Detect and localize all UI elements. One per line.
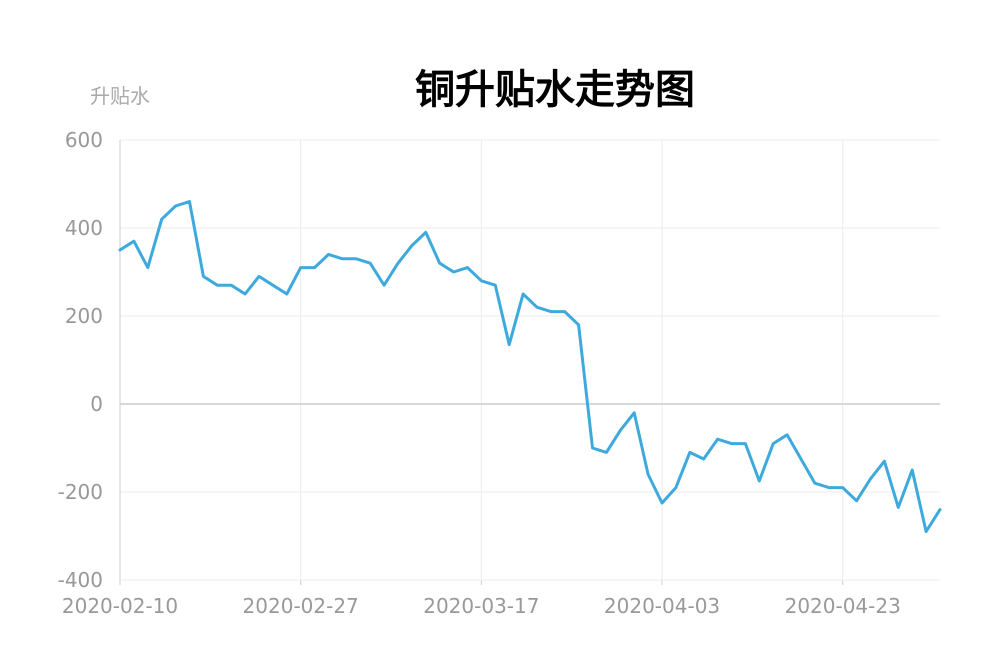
data-point <box>869 477 872 480</box>
x-tick-label: 2020-02-27 <box>243 594 359 618</box>
data-point <box>383 284 386 287</box>
data-point <box>716 438 719 441</box>
data-point <box>730 442 733 445</box>
grid-layer <box>119 139 940 581</box>
data-point <box>841 486 844 489</box>
series-line <box>118 200 942 534</box>
data-point <box>146 266 149 269</box>
x-tick-label: 2020-04-23 <box>785 594 901 618</box>
data-point <box>160 218 163 221</box>
data-point <box>925 530 928 533</box>
y-tick-label: 400 <box>65 216 103 240</box>
data-point <box>452 271 455 274</box>
data-point <box>202 275 205 278</box>
data-point <box>257 275 260 278</box>
data-point <box>772 442 775 445</box>
x-tick-label: 2020-03-17 <box>423 594 539 618</box>
data-point <box>855 499 858 502</box>
data-point <box>132 240 135 243</box>
x-tick-label: 2020-02-10 <box>62 594 178 618</box>
data-point <box>466 266 469 269</box>
data-point <box>563 310 566 313</box>
data-point <box>897 506 900 509</box>
data-point <box>911 469 914 472</box>
data-point <box>494 284 497 287</box>
y-tick-label: 200 <box>65 304 103 328</box>
data-point <box>883 460 886 463</box>
data-point <box>424 231 427 234</box>
data-point <box>341 257 344 260</box>
data-point <box>633 411 636 414</box>
data-point <box>355 257 358 260</box>
data-point <box>508 343 511 346</box>
data-point <box>661 502 664 505</box>
series-layer <box>118 200 942 534</box>
data-point <box>939 508 942 511</box>
y-tick-label: -400 <box>58 568 103 592</box>
data-point <box>271 284 274 287</box>
data-point <box>786 433 789 436</box>
data-point <box>119 249 122 252</box>
data-point <box>702 458 705 461</box>
data-point <box>605 451 608 454</box>
y-tick-label: 600 <box>65 128 103 152</box>
data-point <box>591 447 594 450</box>
data-point <box>285 293 288 296</box>
data-point <box>577 323 580 326</box>
data-point <box>813 482 816 485</box>
data-point <box>369 262 372 265</box>
data-point <box>188 200 191 203</box>
data-point <box>744 442 747 445</box>
data-point <box>535 306 538 309</box>
data-point <box>244 293 247 296</box>
data-point <box>216 284 219 287</box>
data-point <box>619 429 622 432</box>
data-point <box>174 205 177 208</box>
data-point <box>758 480 761 483</box>
data-point <box>674 486 677 489</box>
data-point <box>800 458 803 461</box>
data-point <box>410 244 413 247</box>
chart-title: 铜升贴水走势图 <box>415 67 695 113</box>
data-point <box>549 310 552 313</box>
x-tick-label: 2020-04-03 <box>604 594 720 618</box>
axis-layer <box>119 140 940 585</box>
data-point <box>688 451 691 454</box>
y-tick-label: -200 <box>58 480 103 504</box>
data-point <box>647 473 650 476</box>
data-point <box>327 253 330 256</box>
data-point <box>480 279 483 282</box>
data-point <box>396 262 399 265</box>
data-point <box>827 486 830 489</box>
y-tick-label: 0 <box>90 392 103 416</box>
data-point <box>230 284 233 287</box>
data-point <box>522 293 525 296</box>
y-axis-title: 升贴水 <box>90 84 150 108</box>
data-point <box>438 262 441 265</box>
data-point <box>313 266 316 269</box>
data-point <box>299 266 302 269</box>
